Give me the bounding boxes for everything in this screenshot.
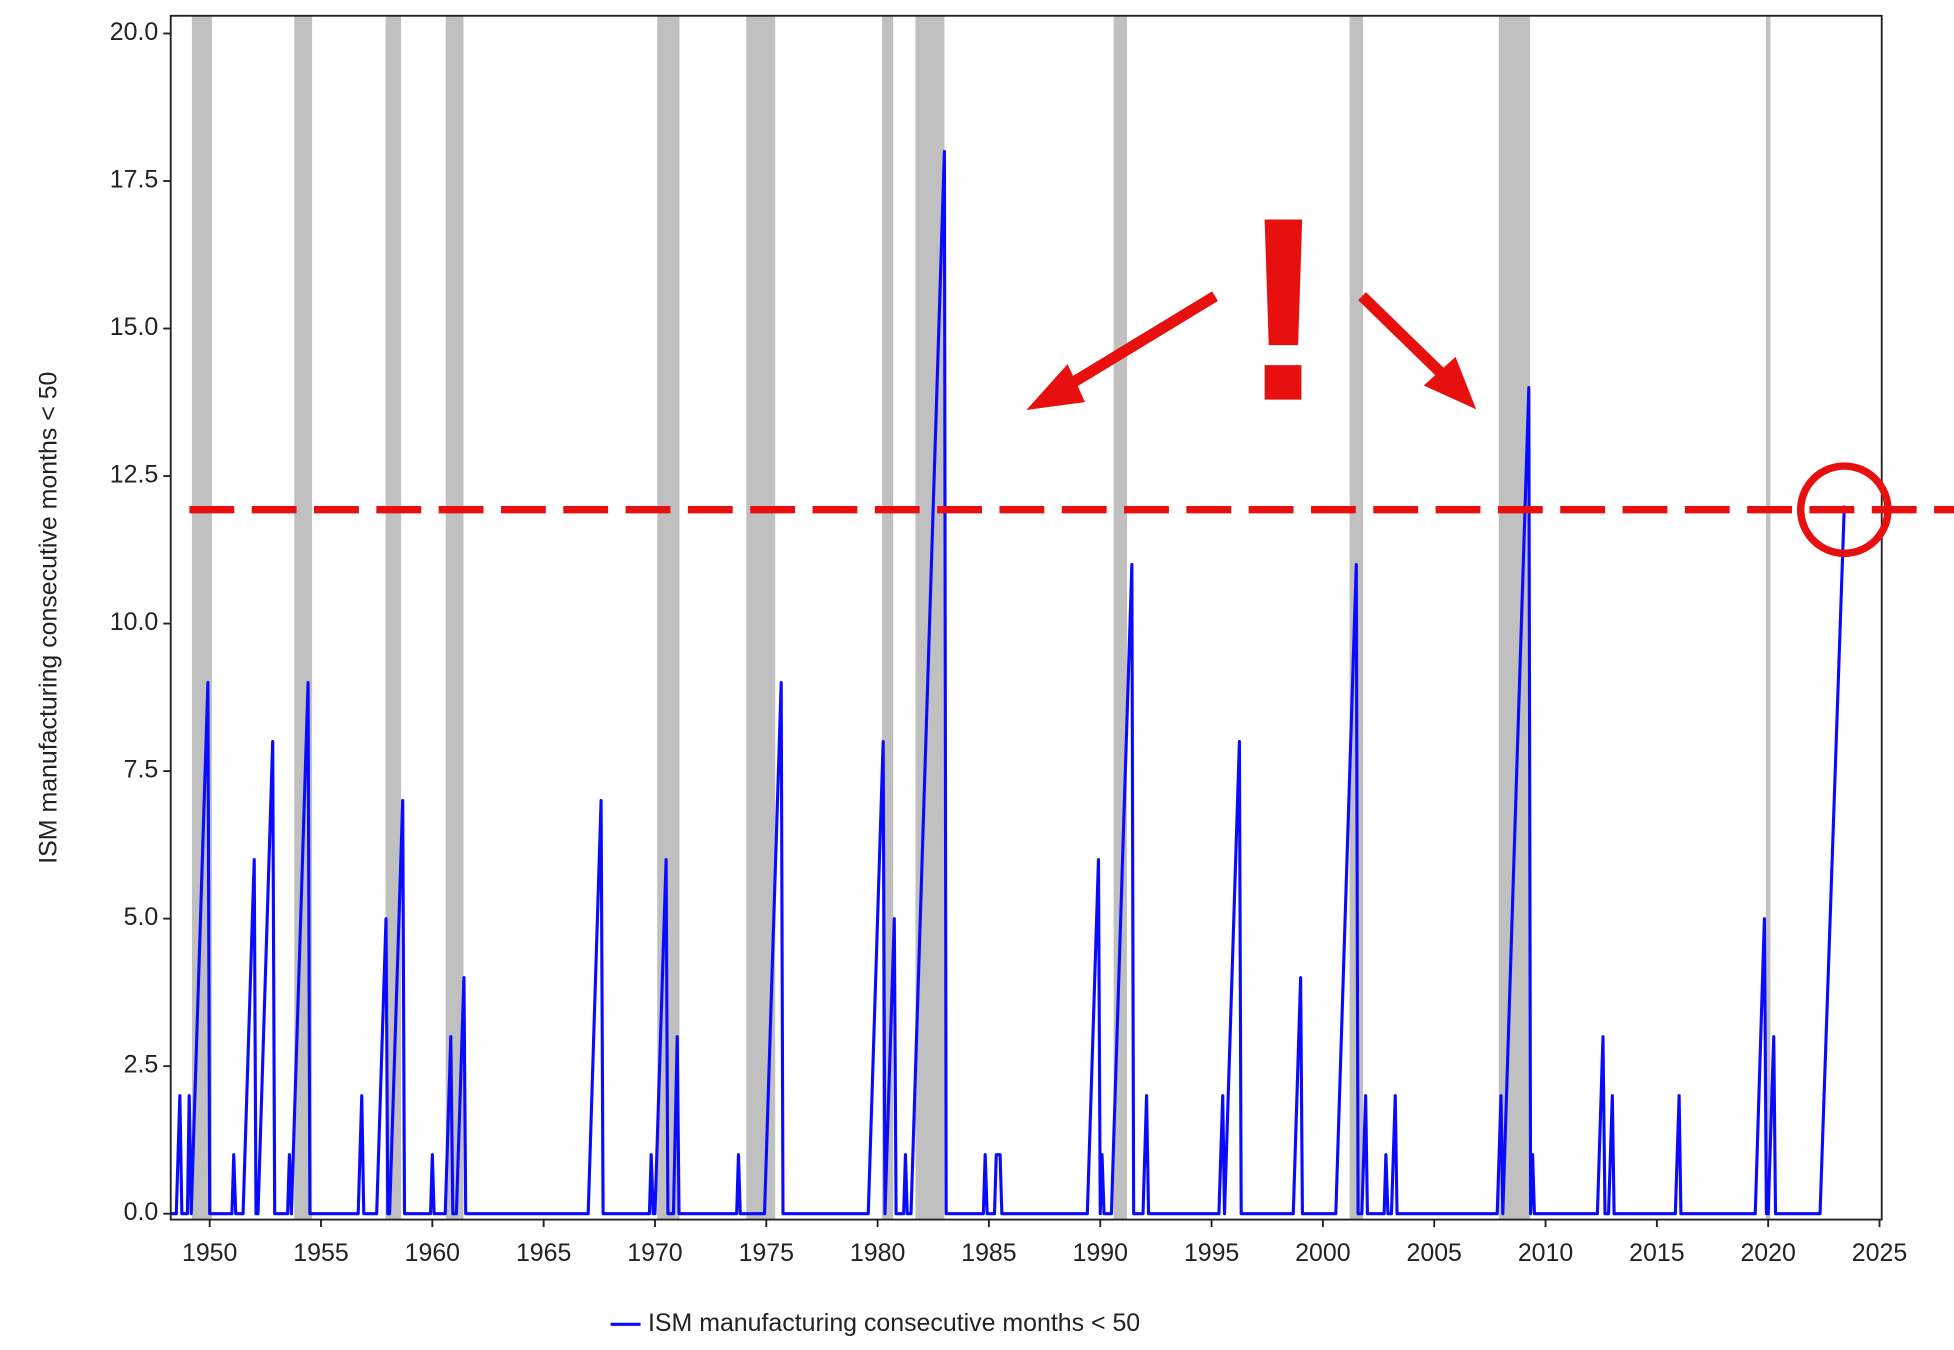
y-tick-label: 12.5 — [110, 461, 158, 489]
x-tick-label: 1990 — [1073, 1239, 1128, 1267]
y-tick-label: 15.0 — [110, 313, 158, 341]
arrow-head — [1423, 356, 1477, 410]
arrow-left — [1050, 291, 1218, 400]
x-tick-label: 1995 — [1184, 1239, 1239, 1267]
x-tick-label: 1955 — [293, 1239, 348, 1267]
x-tick-label: 1950 — [182, 1239, 237, 1267]
x-tick-label: 2015 — [1629, 1239, 1684, 1267]
y-tick-label: 7.5 — [124, 756, 159, 784]
recession-band — [1113, 15, 1127, 1220]
y-tick-label: 5.0 — [124, 903, 159, 931]
x-tick-label: 2025 — [1852, 1239, 1907, 1267]
recession-band — [191, 15, 212, 1220]
annotations: ! — [1026, 164, 1477, 456]
x-tick-label: 1975 — [739, 1239, 794, 1267]
series-line — [170, 149, 1846, 1216]
recession-band — [385, 15, 402, 1220]
recession-band — [445, 15, 464, 1220]
legend-label: ISM manufacturing consecutive months < 5… — [648, 1309, 1140, 1337]
plot-frame — [169, 14, 1883, 1221]
recession-band — [1498, 15, 1530, 1220]
x-tick-label: 1985 — [961, 1239, 1016, 1267]
x-tick-label: 2010 — [1518, 1239, 1573, 1267]
arrow-head — [1026, 364, 1086, 411]
x-tick-label: 2020 — [1740, 1239, 1795, 1267]
x-tick-label: 2000 — [1295, 1239, 1350, 1267]
y-tick-label: 17.5 — [110, 166, 158, 194]
highlight-circle — [1796, 462, 1892, 558]
recession-band — [882, 15, 894, 1220]
plot-area — [170, 15, 1846, 1220]
y-tick-label: 10.0 — [110, 608, 158, 636]
exclamation: ! — [1240, 164, 1327, 456]
x-tick-label: 1980 — [850, 1239, 905, 1267]
x-tick-label: 1970 — [627, 1239, 682, 1267]
y-axis-label: ISM manufacturing consecutive months < 5… — [34, 372, 62, 864]
x-tick-label: 2005 — [1407, 1239, 1462, 1267]
x-tick-label: 1965 — [516, 1239, 571, 1267]
recession-band — [1765, 15, 1771, 1220]
y-tick-label: 2.5 — [124, 1051, 159, 1079]
y-tick-label: 20.0 — [110, 18, 158, 46]
x-tick-label: 1960 — [405, 1239, 460, 1267]
y-tick-label: 0.0 — [124, 1198, 159, 1226]
